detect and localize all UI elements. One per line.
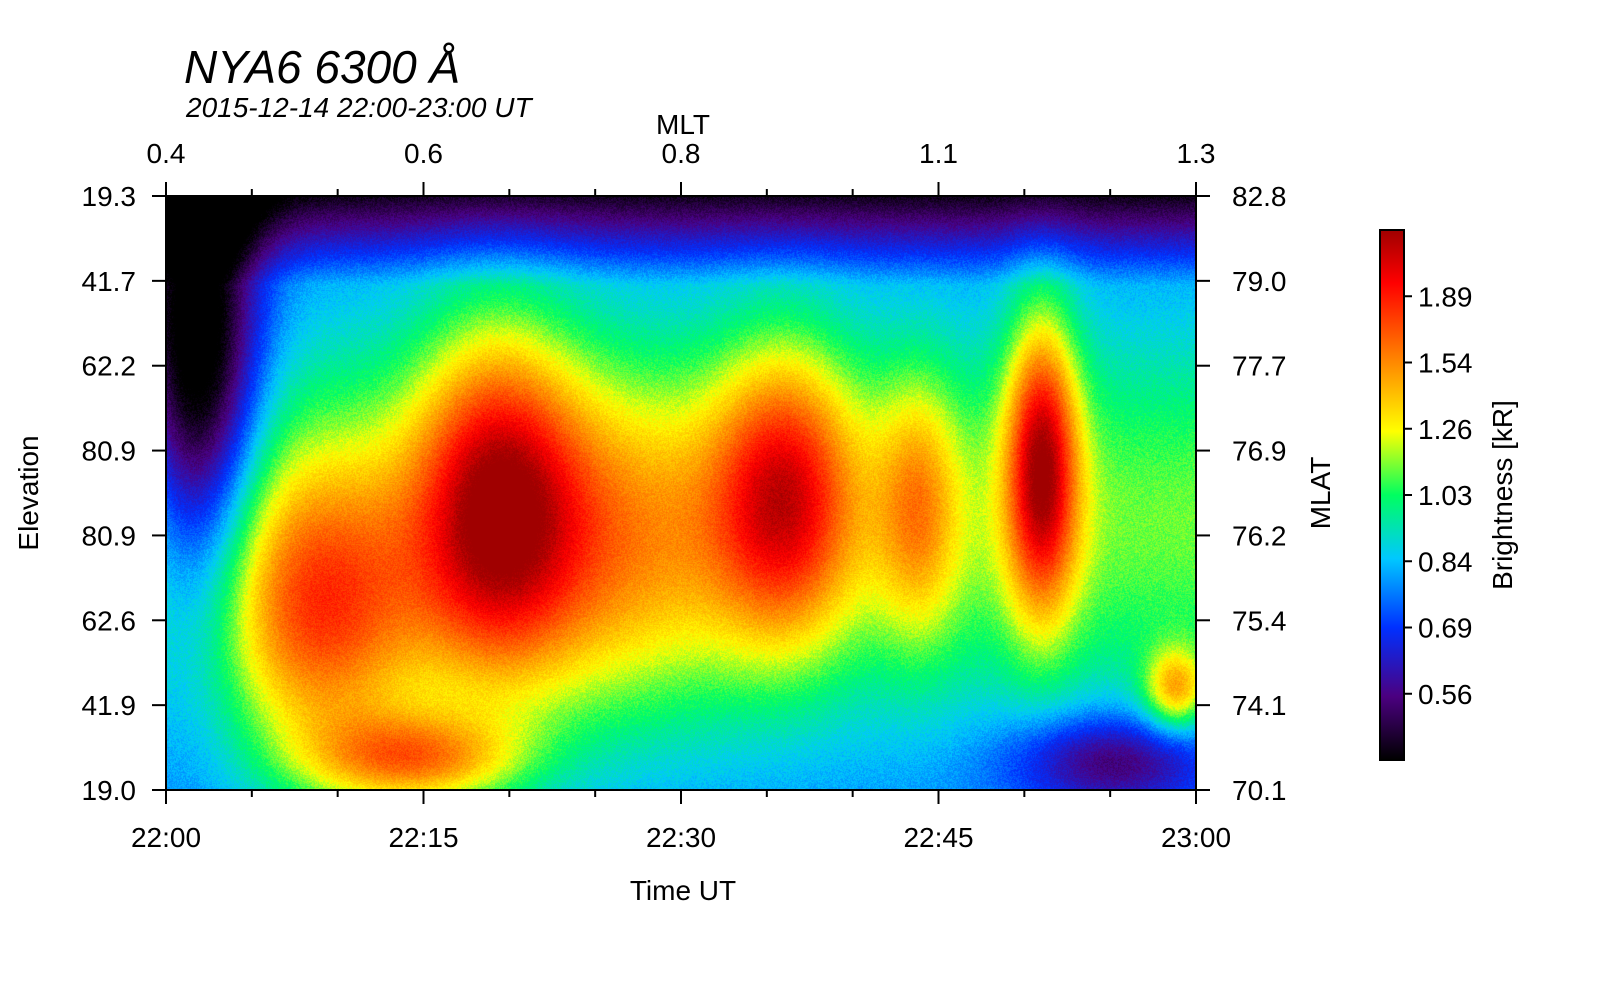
x-top-tick-label: 0.8 xyxy=(662,138,701,169)
x-axis-top-label: MLT xyxy=(656,109,710,140)
y-right-tick-label: 77.7 xyxy=(1232,351,1287,382)
x-bottom-tick-label: 23:00 xyxy=(1161,822,1231,853)
y-left-tick-label: 62.6 xyxy=(82,605,137,636)
y-left-tick-label: 80.9 xyxy=(82,520,137,551)
y-right-tick-label: 70.1 xyxy=(1232,775,1287,806)
colorbar-tick-label: 1.89 xyxy=(1418,281,1473,312)
heatmap-image xyxy=(166,196,1196,790)
x-top-tick-label: 1.3 xyxy=(1177,138,1216,169)
x-top-tick-label: 0.4 xyxy=(147,138,186,169)
y-left-tick-label: 41.7 xyxy=(82,266,137,297)
y-left-tick-label: 19.3 xyxy=(82,181,137,212)
chart-title: NYA6 6300 Å xyxy=(184,41,461,93)
x-bottom-tick-label: 22:45 xyxy=(903,822,973,853)
colorbar xyxy=(1379,229,1405,761)
x-bottom-tick-label: 22:30 xyxy=(646,822,716,853)
x-top-tick-label: 1.1 xyxy=(919,138,958,169)
x-bottom-tick-label: 22:15 xyxy=(388,822,458,853)
y-left-tick-label: 19.0 xyxy=(82,775,137,806)
x-axis-bottom-label: Time UT xyxy=(630,875,736,906)
y-axis-right-label: MLAT xyxy=(1305,457,1336,530)
y-left-tick-label: 80.9 xyxy=(82,436,137,467)
y-left-tick-label: 62.2 xyxy=(82,351,137,382)
y-left-tick-label: 41.9 xyxy=(82,690,137,721)
x-top-tick-label: 0.6 xyxy=(404,138,443,169)
colorbar-tick-label: 0.69 xyxy=(1418,613,1473,644)
colorbar-label: Brightness [kR] xyxy=(1487,400,1518,590)
colorbar-tick-label: 0.84 xyxy=(1418,546,1473,577)
chart-subtitle: 2015-12-14 22:00-23:00 UT xyxy=(186,92,532,123)
colorbar-tick-label: 0.56 xyxy=(1418,679,1473,710)
y-right-tick-label: 82.8 xyxy=(1232,181,1287,212)
colorbar-tick-label: 1.03 xyxy=(1418,480,1473,511)
colorbar-tick-label: 1.54 xyxy=(1418,348,1473,379)
y-right-tick-label: 76.2 xyxy=(1232,520,1287,551)
x-bottom-tick-label: 22:00 xyxy=(131,822,201,853)
y-right-tick-label: 76.9 xyxy=(1232,436,1287,467)
y-right-tick-label: 75.4 xyxy=(1232,605,1287,636)
y-right-tick-label: 79.0 xyxy=(1232,266,1287,297)
y-axis-left-label: Elevation xyxy=(13,435,44,550)
colorbar-tick-label: 1.26 xyxy=(1418,414,1473,445)
y-right-tick-label: 74.1 xyxy=(1232,690,1287,721)
